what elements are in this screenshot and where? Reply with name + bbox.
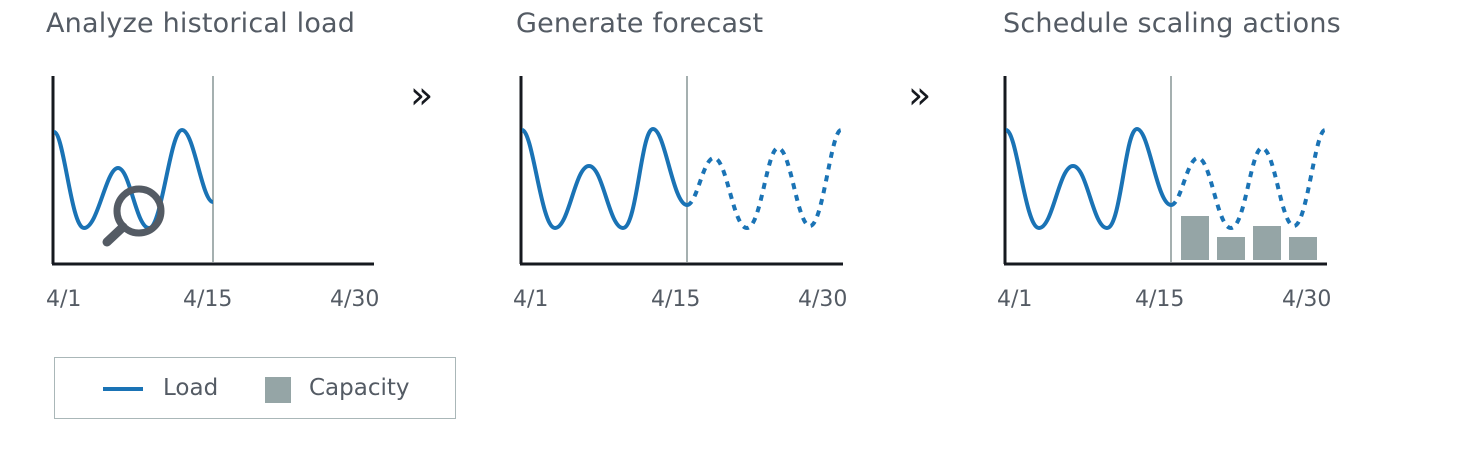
chevron-double-right-icon: » <box>908 73 932 117</box>
forecast-line <box>1170 128 1327 231</box>
panel-forecast: Generate forecast 4/1 4/15 4/30 <box>513 0 913 330</box>
magnifier-icon <box>102 185 165 247</box>
x-tick-label: 4/15 <box>1135 287 1184 312</box>
panel-title: Schedule scaling actions <box>1003 8 1341 39</box>
panel-title: Generate forecast <box>516 8 764 39</box>
x-tick-label: 4/1 <box>997 287 1032 312</box>
load-line <box>1004 126 1172 231</box>
x-tick-label: 4/30 <box>798 287 847 312</box>
x-tick-label: 4/30 <box>330 287 379 312</box>
panel-chart: 4/1 4/15 4/30 <box>513 76 847 312</box>
load-line <box>520 126 688 231</box>
forecast-line <box>686 128 843 231</box>
panel-schedule: Schedule scaling actions 4/1 4/15 4/30 <box>997 0 1397 330</box>
x-tick-label: 4/15 <box>183 287 232 312</box>
x-tick-label: 4/15 <box>651 287 700 312</box>
legend: Load Capacity <box>54 357 456 419</box>
panel-analyze: Analyze historical load 4/1 4/15 4/30 <box>46 0 446 330</box>
x-tick-label: 4/1 <box>513 287 548 312</box>
x-tick-label: 4/1 <box>46 287 81 312</box>
capacity-bar <box>1217 237 1245 260</box>
capacity-bar <box>1289 237 1317 260</box>
panel-chart: 4/1 4/15 4/30 <box>997 76 1331 312</box>
x-tick-label: 4/30 <box>1282 287 1331 312</box>
capacity-swatch <box>265 377 291 403</box>
chevron-double-right-icon: » <box>410 73 434 117</box>
load-swatch <box>103 387 143 391</box>
capacity-bar <box>1181 216 1209 260</box>
capacity-bar <box>1253 226 1281 260</box>
load-line <box>52 127 215 231</box>
panel-title: Analyze historical load <box>46 8 356 39</box>
legend-capacity-label: Capacity <box>309 375 410 401</box>
panel-chart: 4/1 4/15 4/30 <box>46 76 379 312</box>
legend-load-label: Load <box>163 375 219 401</box>
